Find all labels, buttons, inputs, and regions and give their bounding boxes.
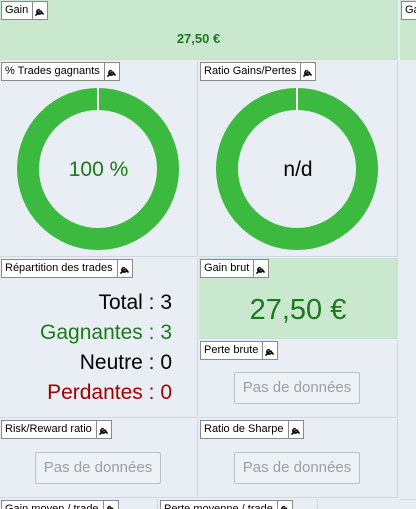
wrench-icon[interactable] — [103, 63, 119, 80]
wrench-icon[interactable] — [262, 342, 277, 359]
gross-loss-no-data-button[interactable]: Pas de données — [234, 372, 360, 404]
win-rate-title: % Trades gagnants — [1, 62, 120, 81]
wrench-icon[interactable] — [287, 421, 303, 438]
avg-loss-widget: Perte moyenne / trade — [159, 499, 318, 509]
trade-split-widget: Répartition des trades Total : 3 Gagnant… — [0, 258, 198, 418]
wrench-icon[interactable] — [32, 2, 47, 19]
trade-split-title: Répartition des trades — [1, 259, 133, 278]
gross-gain-title: Gain brut — [200, 259, 270, 278]
wrench-icon[interactable] — [253, 260, 268, 277]
risk-reward-title: Risk/Reward ratio — [1, 420, 112, 439]
risk-reward-widget: Risk/Reward ratio Pas de données — [0, 419, 198, 498]
right-edge-column — [400, 60, 416, 500]
gain-widget: Gain 27,50 € — [0, 0, 398, 60]
avg-gain-title: Gain moyen / trade — [1, 500, 119, 509]
gross-gain-value: 27,50 € — [249, 294, 347, 326]
sharpe-no-data-button[interactable]: Pas de données — [234, 452, 360, 484]
win-rate-donut-graphic — [17, 88, 179, 250]
gross-gain-widget: Gain brut 27,50 € — [199, 258, 398, 339]
sharpe-title: Ratio de Sharpe — [200, 420, 304, 439]
gain-value: 27,50 € — [176, 31, 221, 46]
gross-loss-title: Perte brute — [200, 341, 279, 360]
winners-line: Gagnantes : 3 — [40, 321, 172, 344]
win-rate-widget: % Trades gagnants 100 % — [0, 61, 198, 257]
wrench-icon[interactable] — [102, 501, 118, 509]
wrench-icon[interactable] — [276, 501, 292, 509]
gain-stub-widget: Gai — [400, 0, 416, 60]
gain-loss-ratio-donut — [216, 88, 378, 250]
avg-loss-title: Perte moyenne / trade — [160, 500, 293, 509]
wrench-icon[interactable] — [116, 260, 132, 277]
wrench-icon[interactable] — [95, 421, 111, 438]
avg-gain-widget: Gain moyen / trade — [0, 499, 158, 509]
wrench-icon[interactable] — [300, 63, 315, 80]
gross-loss-widget: Perte brute Pas de données — [199, 340, 398, 418]
losers-line: Perdantes : 0 — [47, 381, 172, 404]
gain-loss-ratio-title: Ratio Gains/Pertes — [200, 62, 317, 81]
sharpe-widget: Ratio de Sharpe Pas de données — [199, 419, 398, 498]
gain-stub-title: Gai — [401, 1, 416, 20]
gain-loss-ratio-value: n/d — [283, 158, 313, 181]
total-line: Total : 3 — [98, 291, 172, 314]
win-rate-value: 100 % — [68, 158, 129, 181]
gain-loss-ratio-widget: Ratio Gains/Pertes n/d — [199, 61, 398, 257]
neutral-line: Neutre : 0 — [79, 351, 172, 374]
gain-widget-title: Gain — [1, 1, 49, 20]
risk-reward-no-data-button[interactable]: Pas de données — [35, 452, 161, 484]
